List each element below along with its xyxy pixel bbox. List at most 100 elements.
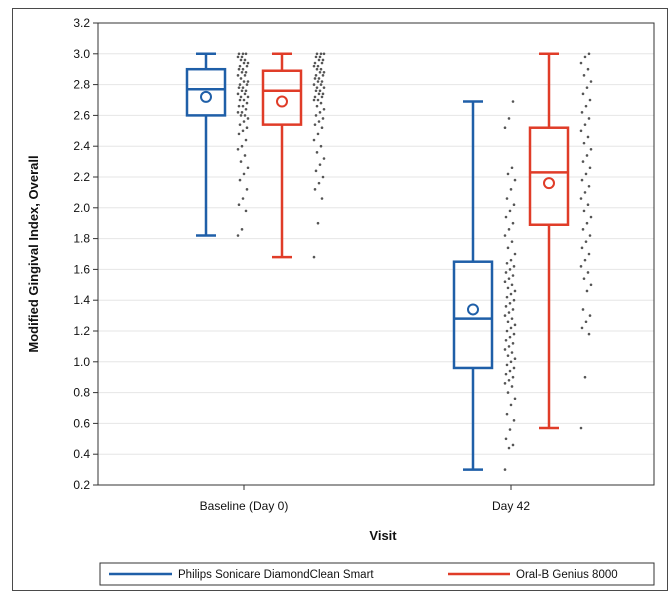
- data-point: [511, 221, 515, 225]
- data-point: [321, 117, 325, 120]
- x-axis-title: Visit: [369, 528, 397, 543]
- data-point: [314, 114, 318, 117]
- data-point: [245, 126, 249, 130]
- data-point: [587, 184, 591, 188]
- data-point: [238, 98, 242, 102]
- data-point: [588, 98, 592, 102]
- data-point: [585, 86, 589, 89]
- data-point: [246, 166, 250, 170]
- data-point: [241, 104, 245, 108]
- data-point: [585, 221, 589, 225]
- data-point: [510, 385, 514, 388]
- y-axis-title: Modified Gingival Index, Overall: [26, 155, 41, 352]
- data-point: [315, 86, 319, 89]
- data-point: [510, 351, 514, 354]
- data-point: [238, 83, 242, 86]
- mean-marker: [276, 95, 288, 108]
- data-point: [318, 55, 322, 59]
- data-point: [506, 246, 510, 250]
- data-point: [322, 52, 326, 56]
- y-tick-label: 1.8: [73, 232, 90, 246]
- data-point: [588, 234, 592, 237]
- data-point: [246, 117, 250, 120]
- data-point: [583, 191, 587, 194]
- data-point: [243, 114, 247, 117]
- data-point: [320, 197, 324, 200]
- data-point: [240, 55, 244, 59]
- data-point: [513, 289, 517, 293]
- data-point: [512, 298, 516, 302]
- data-point: [322, 70, 326, 74]
- data-point: [315, 151, 319, 154]
- data-point: [508, 369, 512, 373]
- data-point: [508, 428, 512, 431]
- data-point: [579, 61, 583, 65]
- data-point: [513, 357, 517, 361]
- data-point: [589, 215, 593, 219]
- data-point: [319, 67, 323, 71]
- y-tick-label: 2.6: [73, 108, 90, 122]
- y-axis-ticks: 0.2 0.4 0.6 0.8 1.0 1.2 1.4 1.6 1.8 2.0 2.2 2.4 2.6 2…: [73, 16, 98, 492]
- data-point: [586, 135, 590, 139]
- data-point: [313, 188, 317, 191]
- boxes: [185, 52, 570, 471]
- data-point: [583, 375, 587, 379]
- data-point: [585, 289, 589, 293]
- data-point: [580, 178, 584, 182]
- y-tick-label: 3.2: [73, 16, 90, 30]
- legend: Philips Sonicare DiamondClean Smart Oral…: [99, 562, 655, 586]
- data-point: [242, 80, 246, 83]
- data-point: [506, 354, 510, 357]
- data-point: [582, 209, 586, 213]
- data-point: [237, 132, 241, 136]
- data-point: [319, 101, 323, 105]
- data-point: [507, 311, 511, 314]
- data-point: [504, 271, 508, 274]
- data-point: [316, 64, 320, 68]
- data-point: [510, 166, 514, 170]
- data-point: [246, 61, 250, 65]
- data-point: [511, 274, 515, 277]
- data-point: [243, 74, 247, 77]
- data-point: [512, 332, 516, 336]
- data-point: [236, 55, 240, 59]
- data-point: [312, 64, 316, 68]
- data-point: [509, 188, 513, 191]
- data-point: [510, 317, 514, 320]
- data-point: [586, 203, 590, 207]
- data-point: [507, 446, 511, 450]
- data-point: [588, 166, 592, 170]
- data-point: [237, 86, 241, 89]
- data-point: [504, 215, 508, 219]
- box-iqr: [528, 126, 570, 226]
- data-point: [315, 104, 319, 108]
- data-point: [322, 86, 326, 89]
- data-point: [503, 280, 507, 284]
- data-point: [511, 342, 515, 345]
- chart-frame: [12, 8, 668, 591]
- data-point: [584, 104, 588, 108]
- data-point: [583, 258, 587, 262]
- data-point: [239, 160, 243, 163]
- data-point: [238, 123, 242, 126]
- data-point: [584, 172, 588, 176]
- y-tick-label: 1.2: [73, 324, 90, 338]
- data-point: [316, 221, 320, 225]
- data-point: [244, 209, 248, 213]
- data-point: [503, 314, 507, 317]
- data-point: [511, 443, 515, 447]
- data-point: [240, 144, 244, 148]
- data-point: [503, 234, 507, 237]
- mean-marker: [467, 303, 479, 316]
- data-point: [314, 55, 318, 59]
- data-point: [316, 132, 320, 136]
- y-tick-label: 0.2: [73, 478, 90, 492]
- data-point: [239, 58, 243, 62]
- data-point: [589, 283, 593, 287]
- data-point: [313, 77, 317, 80]
- data-point: [579, 426, 583, 430]
- data-point: [316, 98, 320, 102]
- data-point: [314, 74, 318, 77]
- data-point: [507, 277, 511, 280]
- data-point: [241, 197, 245, 200]
